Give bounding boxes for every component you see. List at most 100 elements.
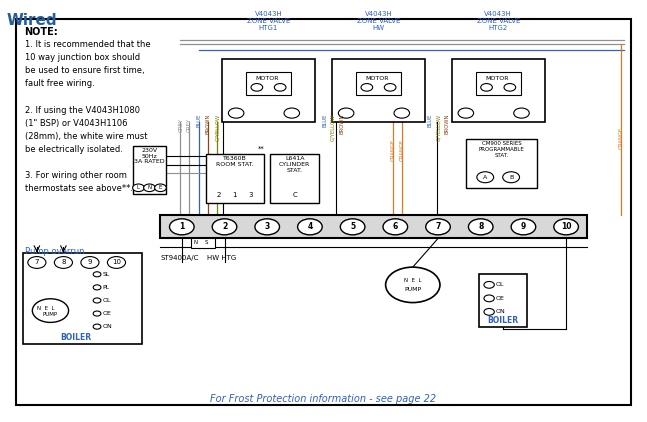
Circle shape <box>81 257 99 268</box>
Text: OE: OE <box>496 296 505 301</box>
Circle shape <box>383 219 408 235</box>
Text: 8: 8 <box>61 260 65 265</box>
Text: 2. If using the V4043H1080: 2. If using the V4043H1080 <box>25 106 140 114</box>
Text: BROWN: BROWN <box>339 114 344 134</box>
Circle shape <box>484 281 494 288</box>
Text: ST9400A/C: ST9400A/C <box>160 255 199 261</box>
Text: 3: 3 <box>265 222 270 231</box>
Circle shape <box>212 219 237 235</box>
Circle shape <box>340 219 365 235</box>
Text: N: N <box>193 240 197 245</box>
Circle shape <box>107 257 126 268</box>
Bar <box>476 72 521 95</box>
Circle shape <box>93 311 101 316</box>
Text: B: B <box>509 175 513 180</box>
Bar <box>332 59 425 122</box>
Text: GREY: GREY <box>187 118 192 132</box>
Text: 7: 7 <box>35 260 39 265</box>
Text: 10 way junction box should: 10 way junction box should <box>25 53 140 62</box>
Text: MOTOR: MOTOR <box>366 76 389 81</box>
Text: G/YELLOW: G/YELLOW <box>215 114 220 141</box>
Text: MOTOR: MOTOR <box>485 76 509 81</box>
Text: BROWN: BROWN <box>444 114 450 134</box>
Circle shape <box>170 219 194 235</box>
Circle shape <box>514 108 529 118</box>
Text: **: ** <box>258 146 264 152</box>
Circle shape <box>274 84 286 91</box>
Text: ORANGE: ORANGE <box>391 139 396 161</box>
Circle shape <box>133 184 144 192</box>
Bar <box>23 253 142 344</box>
Text: 2: 2 <box>222 222 227 231</box>
Circle shape <box>484 295 494 302</box>
Text: 7: 7 <box>435 222 441 231</box>
Text: GREY: GREY <box>179 118 184 132</box>
Text: N  E  L: N E L <box>404 278 422 283</box>
Bar <box>466 139 537 188</box>
Text: V4043H
ZONE VALVE
HTG2: V4043H ZONE VALVE HTG2 <box>476 11 520 30</box>
Text: 3: 3 <box>249 192 253 198</box>
Text: N  E  L: N E L <box>36 306 54 311</box>
Text: (28mm), the white wire must: (28mm), the white wire must <box>25 132 147 141</box>
Text: be electrically isolated.: be electrically isolated. <box>25 145 122 154</box>
Circle shape <box>28 257 46 268</box>
Text: Pump overrun: Pump overrun <box>25 247 84 256</box>
Text: CM900 SERIES
PROGRAMMABLE
STAT.: CM900 SERIES PROGRAMMABLE STAT. <box>479 141 524 158</box>
Text: 9: 9 <box>88 260 92 265</box>
Circle shape <box>384 84 396 91</box>
Text: 8: 8 <box>478 222 483 231</box>
Text: BOILER: BOILER <box>60 333 92 342</box>
Text: HW HTG: HW HTG <box>207 255 236 261</box>
Circle shape <box>54 257 72 268</box>
Circle shape <box>144 184 155 192</box>
Text: ON: ON <box>102 324 112 329</box>
Text: L: L <box>137 185 140 190</box>
Circle shape <box>93 285 101 290</box>
Text: 3. For wiring other room: 3. For wiring other room <box>25 171 126 180</box>
Text: 4: 4 <box>307 222 313 231</box>
Circle shape <box>32 299 69 322</box>
Text: PL: PL <box>102 285 109 290</box>
Circle shape <box>511 219 536 235</box>
Text: be used to ensure first time,: be used to ensure first time, <box>25 66 144 75</box>
Text: V4043H
ZONE VALVE
HW: V4043H ZONE VALVE HW <box>356 11 400 30</box>
Text: E: E <box>159 185 162 190</box>
Bar <box>356 72 401 95</box>
Text: (1" BSP) or V4043H1106: (1" BSP) or V4043H1106 <box>25 119 127 127</box>
Text: For Frost Protection information - see page 22: For Frost Protection information - see p… <box>210 394 437 404</box>
Bar <box>133 146 166 194</box>
Text: thermostats see above**.: thermostats see above**. <box>25 184 133 193</box>
Circle shape <box>503 172 520 183</box>
Text: 1. It is recommended that the: 1. It is recommended that the <box>25 40 150 49</box>
Text: 5: 5 <box>350 222 355 231</box>
Circle shape <box>93 272 101 277</box>
Text: L641A
CYLINDER
STAT.: L641A CYLINDER STAT. <box>279 156 311 173</box>
Circle shape <box>361 84 373 91</box>
Text: OL: OL <box>102 298 111 303</box>
Text: PUMP: PUMP <box>43 312 58 317</box>
Circle shape <box>255 219 280 235</box>
Circle shape <box>394 108 410 118</box>
Circle shape <box>228 108 244 118</box>
Circle shape <box>155 184 166 192</box>
Circle shape <box>468 219 493 235</box>
Circle shape <box>251 84 263 91</box>
Circle shape <box>458 108 474 118</box>
Circle shape <box>284 108 300 118</box>
Text: G/YELLOW: G/YELLOW <box>436 114 441 141</box>
Text: Wired: Wired <box>6 13 57 28</box>
Bar <box>479 274 527 327</box>
Bar <box>270 154 319 203</box>
Circle shape <box>93 298 101 303</box>
Text: OE: OE <box>102 311 111 316</box>
Bar <box>452 59 545 122</box>
Text: 1: 1 <box>179 222 184 231</box>
Text: V4043H
ZONE VALVE
HTG1: V4043H ZONE VALVE HTG1 <box>247 11 291 30</box>
Text: BROWN: BROWN <box>206 114 211 134</box>
Circle shape <box>386 267 440 303</box>
Text: ORANGE: ORANGE <box>400 139 405 161</box>
Circle shape <box>338 108 354 118</box>
Text: T6360B
ROOM STAT.: T6360B ROOM STAT. <box>216 156 254 167</box>
Text: A: A <box>483 175 487 180</box>
Text: 1: 1 <box>233 192 237 198</box>
